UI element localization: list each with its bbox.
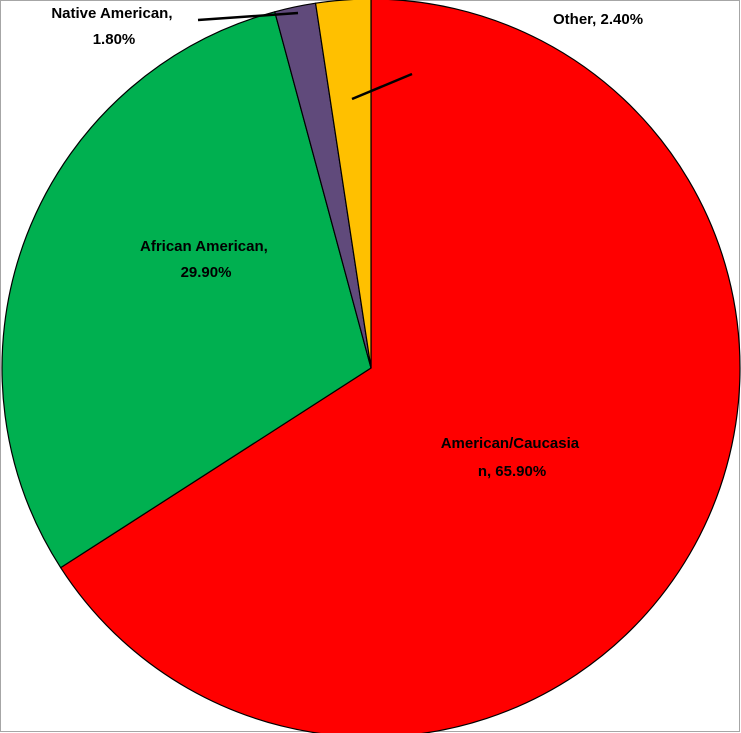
slice-label-african-american: African American, 29.90% [140, 238, 272, 281]
leader-line-other [351, 72, 413, 101]
leader-lines [197, 11, 413, 101]
pie-slice-african-american [1, 11, 372, 569]
slice-label-other: Other, 2.40% [553, 11, 643, 28]
pie-slice-american-caucasian [60, 0, 741, 733]
slice-label-american-caucasian: American/Caucasia n, 65.90% [441, 435, 584, 480]
leader-line-native-american [197, 11, 299, 22]
pie-slice-other [314, 0, 372, 369]
slice-labels: American/Caucasia n, 65.90% African Amer… [51, 5, 643, 480]
slice-label-native-american: Native American, 1.80% [51, 5, 176, 48]
